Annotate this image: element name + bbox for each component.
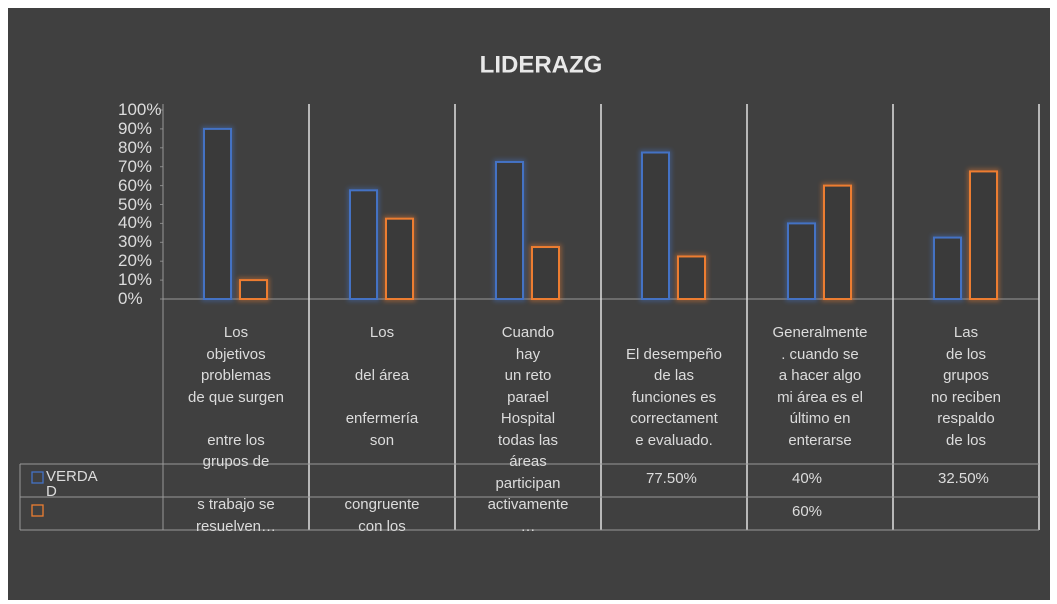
bar <box>823 184 852 301</box>
y-tick-label: 50% <box>118 194 153 214</box>
y-tick-label: 100% <box>118 100 162 119</box>
value-label: 32.50% <box>938 470 989 487</box>
y-tick-label: 80% <box>118 137 153 157</box>
y-tick-label: 20% <box>118 251 153 271</box>
y-tick-label: 0% <box>118 289 143 308</box>
bar <box>641 151 670 300</box>
legend-label: VERDAD <box>46 468 98 500</box>
plot: LIDERAZG <box>19 51 1040 531</box>
category-label: Cuando hay un reto parael Hospital todas… <box>487 324 569 535</box>
bar <box>349 189 378 300</box>
category-label: Las de los grupos no reciben respaldo de… <box>930 324 1002 449</box>
legend-key <box>31 471 44 484</box>
y-tick-label: 90% <box>118 118 153 138</box>
y-tick-label: 40% <box>118 213 153 233</box>
y-tick-label: 10% <box>118 270 153 290</box>
bar <box>203 127 232 301</box>
chart: LIDERAZG 0% 10% 20% 30% 40% 50% 60% 70% 80% 90% 10… <box>8 8 1050 600</box>
y-tick-label: 30% <box>118 232 153 252</box>
bar <box>787 222 816 300</box>
chart-title: LIDERAZG <box>480 51 603 78</box>
bar <box>969 170 998 300</box>
category-label: Los del área enfermería son congruente c… <box>344 324 420 535</box>
value-label: 60% <box>792 503 823 520</box>
bar <box>495 160 524 300</box>
bar <box>677 255 706 301</box>
category-label: El desempeño de las funciones es correct… <box>626 345 722 449</box>
bar <box>239 279 268 301</box>
y-tick-label: 70% <box>118 156 153 176</box>
bar <box>933 236 962 300</box>
bar <box>531 246 560 300</box>
value-label: 77.50% <box>646 470 697 487</box>
value-label: 40% <box>792 470 823 487</box>
category-label: Generalmente . cuando se a hacer algo mi… <box>772 324 868 449</box>
legend-key <box>31 504 44 517</box>
bar <box>385 217 414 300</box>
category-label: Los objetivos problemas de que surgen en… <box>188 324 284 535</box>
y-tick-label: 60% <box>118 175 153 195</box>
